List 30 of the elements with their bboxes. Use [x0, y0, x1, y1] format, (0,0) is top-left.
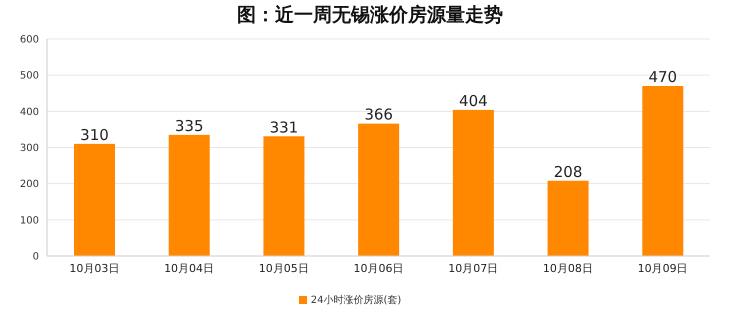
legend-label: 24小时涨价房源(套)	[310, 295, 402, 306]
x-tick-label: 10月08日	[542, 262, 593, 275]
x-tick-label: 10月09日	[638, 262, 688, 275]
x-tick-label: 10月07日	[448, 262, 498, 275]
x-tick-label: 10月05日	[258, 262, 309, 275]
y-tick-label: 600	[20, 34, 39, 46]
data-label: 335	[174, 116, 204, 135]
y-tick-label: 500	[20, 70, 39, 82]
y-tick-label: 100	[20, 215, 39, 226]
bar	[263, 136, 304, 256]
data-label: 404	[459, 92, 488, 110]
bar	[452, 110, 494, 256]
data-label: 310	[80, 126, 109, 144]
bar	[168, 134, 210, 256]
bar	[642, 86, 684, 256]
y-tick-label: 0	[32, 252, 39, 263]
data-label: 208	[554, 162, 582, 181]
x-tick-label: 10月03日	[69, 262, 120, 275]
x-tick-label: 10月06日	[354, 262, 404, 275]
bar	[548, 180, 589, 256]
y-tick-label: 300	[20, 143, 39, 154]
data-label: 331	[270, 118, 298, 136]
y-tick-label: 400	[20, 106, 39, 118]
x-tick-label: 10月04日	[164, 262, 214, 275]
bar	[74, 144, 115, 256]
bar	[358, 124, 400, 256]
data-label: 470	[648, 68, 678, 86]
y-tick-label: 200	[20, 179, 39, 190]
data-label: 366	[364, 106, 393, 124]
chart-title: 图：近一周无锡涨价房源量走势	[236, 3, 504, 28]
